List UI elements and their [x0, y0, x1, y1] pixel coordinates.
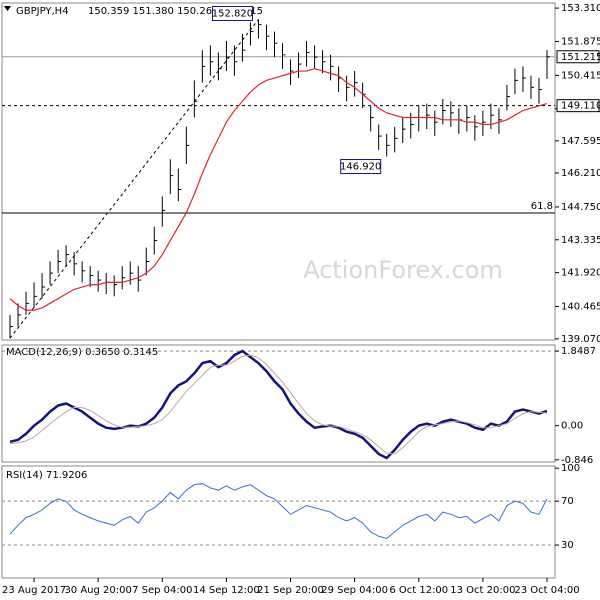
y-tick-label: 151.875: [561, 36, 600, 47]
y-tick-label: 143.335: [561, 235, 600, 246]
annotation-label: 146.920: [340, 162, 381, 173]
y-tick-label: 139.070: [561, 334, 600, 345]
y-tick-label: 1.8487: [561, 346, 596, 357]
level-label: 151.215: [561, 52, 600, 63]
panel-frame: [1, 465, 556, 579]
quote: 150.359 151.380 150.264 151.215: [88, 6, 263, 17]
x-tick-label: 30 Aug 20:00: [64, 585, 131, 596]
series-line: [9, 483, 548, 540]
panel-frame: [1, 2, 556, 341]
fib-label: 61.8: [531, 201, 553, 212]
x-tick-label: 13 Oct 20:00: [450, 585, 515, 596]
y-tick-label: 30: [561, 540, 574, 551]
y-tick-label: 146.210: [561, 168, 600, 179]
y-tick-label: 141.920: [561, 268, 600, 279]
y-tick-label: 144.750: [561, 202, 600, 213]
trend-line: [9, 19, 259, 339]
rsi-title: RSI(14) 71.9206: [6, 470, 87, 481]
menu-icon[interactable]: [4, 6, 11, 11]
level-box: [556, 99, 600, 113]
y-tick-label: -0.846: [561, 455, 593, 466]
x-tick-label: 29 Sep 04:00: [321, 585, 388, 596]
y-tick-label: 153.310: [561, 3, 600, 14]
moving-average: [9, 68, 548, 311]
annotation-box: [340, 159, 382, 175]
y-tick-label: 100: [561, 463, 580, 474]
watermark: ActionForex.com: [303, 256, 503, 284]
level-box: [556, 50, 600, 64]
chart-title: GBPJPY,H4: [16, 6, 69, 17]
y-tick-label: 147.595: [561, 136, 600, 147]
y-tick-label: 0.00: [561, 421, 583, 432]
level-label: 149.110: [561, 101, 600, 112]
x-tick-label: 23 Aug 2017: [2, 585, 66, 596]
macd-title: MACD(12,26,9) 0.3650 0.3145: [6, 347, 158, 358]
panel-frame: [1, 344, 556, 463]
x-tick-label: 21 Sep 20:00: [257, 585, 324, 596]
y-tick-label: 150.415: [561, 70, 600, 81]
x-tick-label: 6 Oct 12:00: [389, 585, 448, 596]
y-tick-label: 140.465: [561, 301, 600, 312]
x-tick-label: 14 Sep 12:00: [193, 585, 260, 596]
x-tick-label: 7 Sep 04:00: [132, 585, 192, 596]
annotation-box: [211, 5, 253, 21]
annotation-label: 152.820: [212, 8, 253, 19]
x-tick-label: 23 Oct 04:00: [514, 585, 579, 596]
series-line: [9, 354, 548, 455]
y-tick-label: 70: [561, 496, 574, 507]
